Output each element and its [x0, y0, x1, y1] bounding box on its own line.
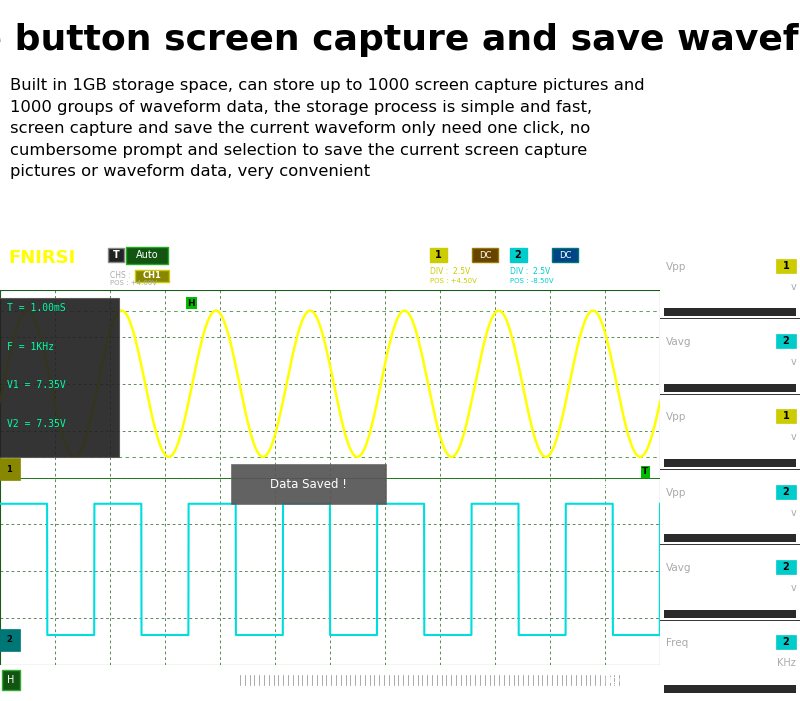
Text: T: T	[642, 468, 649, 477]
Text: POS : -1.20mS: POS : -1.20mS	[24, 675, 94, 685]
Bar	[776, 409, 796, 423]
Bar	[776, 484, 796, 498]
Text: One button screen capture and save waveform: One button screen capture and save wavef…	[0, 22, 800, 57]
Bar	[126, 247, 168, 264]
Bar	[2, 670, 20, 690]
Text: ♯: ♯	[169, 269, 175, 283]
Text: DIV : 500uS: DIV : 500uS	[145, 675, 202, 685]
Bar	[776, 259, 796, 273]
Text: +3.43: +3.43	[664, 348, 733, 368]
Text: Vpp: Vpp	[666, 261, 686, 272]
Text: 2: 2	[514, 250, 522, 260]
Text: v: v	[790, 282, 796, 292]
Text: F = 1KHz: F = 1KHz	[6, 342, 54, 352]
Text: H: H	[7, 675, 14, 685]
Text: DIV :  2.5V: DIV : 2.5V	[430, 268, 470, 276]
Text: ⊕ Slow moving: ⊕ Slow moving	[283, 248, 377, 261]
Text: 7.36: 7.36	[664, 273, 715, 292]
Text: +3.43: +3.43	[664, 574, 733, 594]
Text: POS : +4.50V: POS : +4.50V	[430, 278, 477, 284]
Text: v: v	[790, 583, 796, 593]
Text: STOP: STOP	[8, 274, 38, 284]
Text: Vpp: Vpp	[666, 488, 686, 498]
Text: KHz: KHz	[778, 658, 796, 668]
Text: 2: 2	[782, 562, 790, 572]
Text: 1: 1	[6, 465, 12, 474]
Text: Select: Select	[595, 479, 626, 489]
Text: POS : +4.00V: POS : +4.00V	[110, 280, 157, 286]
Bar	[108, 248, 124, 262]
Text: Vavg: Vavg	[666, 337, 691, 347]
Bar	[135, 270, 169, 282]
FancyBboxPatch shape	[0, 458, 20, 480]
Text: 1: 1	[782, 411, 790, 421]
Bar	[664, 308, 796, 316]
Text: Built in 1GB storage space, can store up to 1000 screen capture pictures and
100: Built in 1GB storage space, can store up…	[10, 78, 645, 179]
Bar	[776, 334, 796, 348]
Text: 1:1: 1:1	[451, 250, 464, 259]
Text: T = 1.00mS: T = 1.00mS	[6, 303, 66, 313]
Bar	[776, 635, 796, 649]
Text: 1: 1	[782, 261, 790, 271]
Text: FNIRSI: FNIRSI	[8, 249, 75, 267]
FancyBboxPatch shape	[0, 629, 20, 651]
Text: 7.46: 7.46	[664, 498, 715, 519]
Text: Vpp: Vpp	[666, 412, 686, 422]
Text: 1: 1	[434, 250, 442, 260]
Text: 1.00: 1.00	[664, 649, 715, 669]
Text: 1:1: 1:1	[531, 250, 544, 259]
FancyBboxPatch shape	[0, 297, 119, 457]
Text: DC: DC	[559, 250, 571, 259]
Text: v: v	[790, 433, 796, 442]
Bar	[510, 248, 527, 262]
Bar	[776, 560, 796, 574]
Bar	[552, 248, 578, 262]
Bar	[664, 610, 796, 618]
Text: V1 = 7.35V: V1 = 7.35V	[6, 381, 66, 390]
Bar	[472, 248, 498, 262]
Bar	[664, 459, 796, 467]
Text: V2 = 7.35V: V2 = 7.35V	[6, 419, 66, 429]
Text: DIV :  2.5V: DIV : 2.5V	[510, 268, 550, 276]
Bar	[664, 534, 796, 543]
Text: Data Saved !: Data Saved !	[270, 478, 347, 491]
FancyBboxPatch shape	[231, 464, 386, 504]
Text: T: T	[113, 250, 119, 260]
Text: Freq: Freq	[666, 639, 688, 648]
Text: Trigged: Trigged	[600, 675, 638, 685]
Text: DC: DC	[479, 250, 491, 259]
Bar	[664, 383, 796, 392]
Bar	[430, 248, 447, 262]
Text: Auto: Auto	[136, 250, 158, 260]
Text: POS : -8.50V: POS : -8.50V	[510, 278, 554, 284]
Text: CHS :: CHS :	[110, 271, 130, 280]
Text: v: v	[790, 357, 796, 367]
Text: H: H	[187, 299, 195, 308]
Text: 2: 2	[782, 637, 790, 647]
Text: v: v	[790, 508, 796, 517]
Text: CH1: CH1	[142, 271, 162, 280]
Text: Vavg: Vavg	[666, 563, 691, 573]
Text: 2: 2	[782, 336, 790, 346]
Text: 2: 2	[782, 486, 790, 497]
Bar	[664, 685, 796, 693]
Text: 7.36: 7.36	[664, 423, 715, 443]
Text: 2: 2	[6, 635, 12, 644]
